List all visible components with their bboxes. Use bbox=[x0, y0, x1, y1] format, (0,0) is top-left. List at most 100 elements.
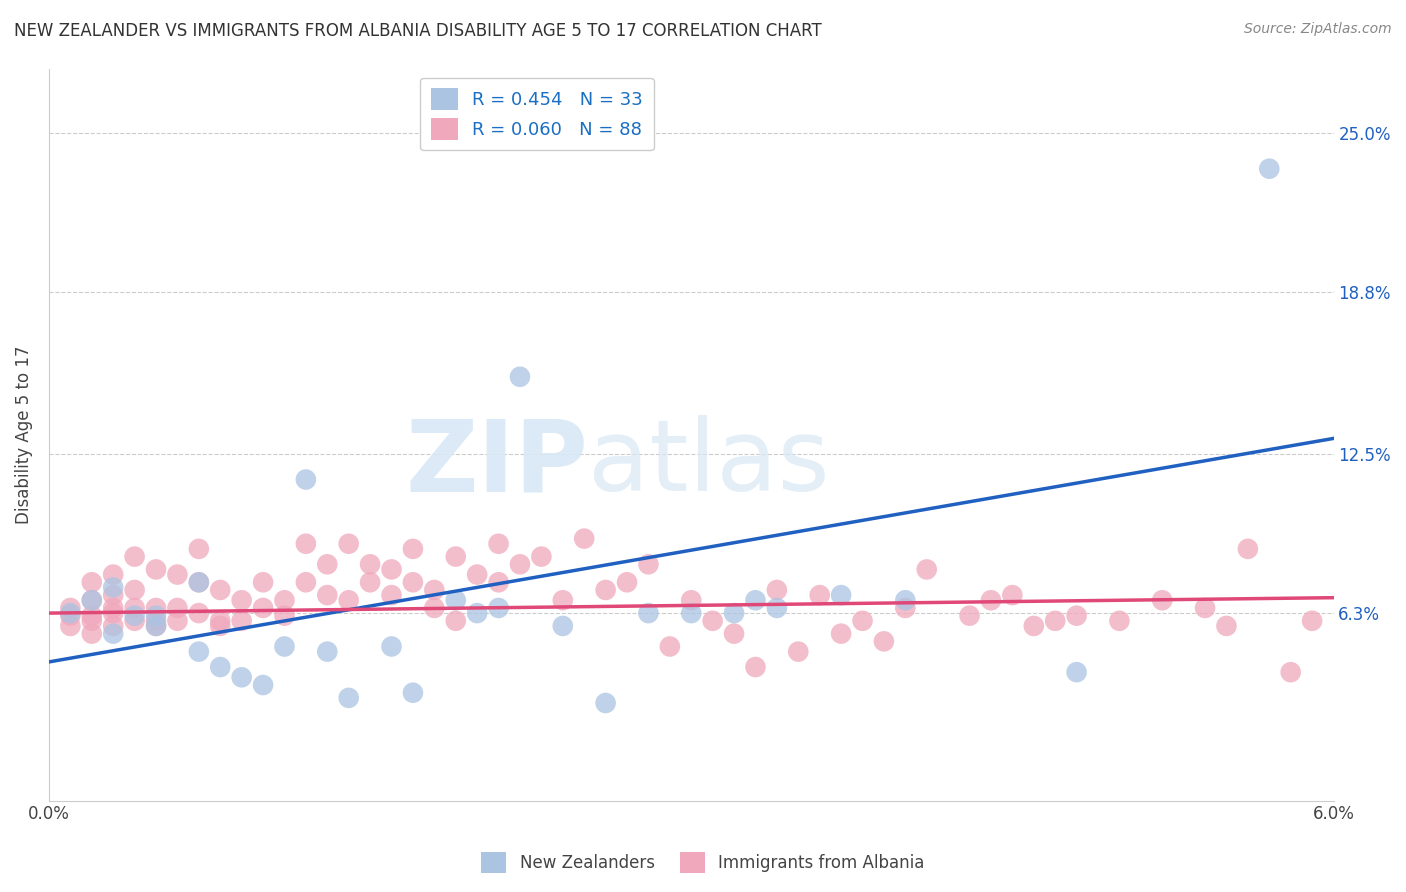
Point bbox=[337, 537, 360, 551]
Point bbox=[1108, 614, 1130, 628]
Point bbox=[423, 601, 446, 615]
Point bbox=[316, 645, 339, 659]
Point bbox=[658, 640, 681, 654]
Text: Source: ZipAtlas.com: Source: ZipAtlas.com bbox=[1244, 22, 1392, 37]
Point bbox=[124, 601, 146, 615]
Point bbox=[124, 549, 146, 564]
Point bbox=[637, 606, 659, 620]
Point bbox=[103, 619, 125, 633]
Point bbox=[124, 614, 146, 628]
Point bbox=[209, 582, 232, 597]
Point bbox=[1152, 593, 1174, 607]
Point bbox=[488, 537, 510, 551]
Point bbox=[103, 567, 125, 582]
Point bbox=[702, 614, 724, 628]
Legend: R = 0.454   N = 33, R = 0.060   N = 88: R = 0.454 N = 33, R = 0.060 N = 88 bbox=[420, 78, 654, 151]
Point bbox=[145, 619, 167, 633]
Point bbox=[509, 558, 531, 572]
Point bbox=[1022, 619, 1045, 633]
Point bbox=[808, 588, 831, 602]
Point bbox=[80, 593, 103, 607]
Point bbox=[1301, 614, 1323, 628]
Point bbox=[681, 593, 703, 607]
Point bbox=[166, 601, 188, 615]
Point bbox=[380, 562, 402, 576]
Point bbox=[766, 601, 789, 615]
Point bbox=[209, 660, 232, 674]
Point bbox=[616, 575, 638, 590]
Point bbox=[980, 593, 1002, 607]
Point bbox=[166, 614, 188, 628]
Point bbox=[1066, 665, 1088, 680]
Point bbox=[231, 593, 253, 607]
Point bbox=[551, 619, 574, 633]
Point bbox=[145, 601, 167, 615]
Point bbox=[723, 626, 745, 640]
Point bbox=[80, 575, 103, 590]
Point bbox=[1194, 601, 1216, 615]
Point bbox=[465, 606, 488, 620]
Point bbox=[80, 608, 103, 623]
Point bbox=[103, 581, 125, 595]
Point bbox=[530, 549, 553, 564]
Text: atlas: atlas bbox=[589, 416, 830, 512]
Point bbox=[723, 606, 745, 620]
Point bbox=[681, 606, 703, 620]
Point bbox=[252, 678, 274, 692]
Point bbox=[637, 558, 659, 572]
Point bbox=[959, 608, 981, 623]
Point bbox=[402, 686, 425, 700]
Point bbox=[444, 549, 467, 564]
Point bbox=[103, 626, 125, 640]
Point bbox=[166, 567, 188, 582]
Point bbox=[295, 537, 318, 551]
Point bbox=[59, 608, 82, 623]
Point bbox=[124, 608, 146, 623]
Point bbox=[187, 575, 209, 590]
Point bbox=[209, 619, 232, 633]
Point bbox=[1043, 614, 1066, 628]
Point bbox=[59, 619, 82, 633]
Point bbox=[444, 614, 467, 628]
Legend: New Zealanders, Immigrants from Albania: New Zealanders, Immigrants from Albania bbox=[475, 846, 931, 880]
Point bbox=[145, 608, 167, 623]
Point bbox=[80, 593, 103, 607]
Point bbox=[252, 601, 274, 615]
Point bbox=[316, 588, 339, 602]
Point bbox=[488, 601, 510, 615]
Point bbox=[187, 575, 209, 590]
Point bbox=[231, 670, 253, 684]
Point bbox=[103, 606, 125, 620]
Point bbox=[359, 575, 381, 590]
Point bbox=[187, 606, 209, 620]
Point bbox=[59, 601, 82, 615]
Point bbox=[273, 593, 295, 607]
Point bbox=[744, 593, 766, 607]
Point bbox=[1237, 541, 1260, 556]
Point bbox=[359, 558, 381, 572]
Point bbox=[295, 575, 318, 590]
Point bbox=[252, 575, 274, 590]
Point bbox=[316, 558, 339, 572]
Text: NEW ZEALANDER VS IMMIGRANTS FROM ALBANIA DISABILITY AGE 5 TO 17 CORRELATION CHAR: NEW ZEALANDER VS IMMIGRANTS FROM ALBANIA… bbox=[14, 22, 823, 40]
Point bbox=[465, 567, 488, 582]
Point bbox=[1258, 161, 1281, 176]
Text: ZIP: ZIP bbox=[405, 416, 589, 512]
Point bbox=[894, 601, 917, 615]
Point bbox=[380, 640, 402, 654]
Point bbox=[80, 626, 103, 640]
Point bbox=[145, 614, 167, 628]
Point bbox=[551, 593, 574, 607]
Point bbox=[595, 582, 617, 597]
Point bbox=[187, 645, 209, 659]
Point bbox=[574, 532, 596, 546]
Point bbox=[1066, 608, 1088, 623]
Point bbox=[209, 614, 232, 628]
Y-axis label: Disability Age 5 to 17: Disability Age 5 to 17 bbox=[15, 345, 32, 524]
Point bbox=[595, 696, 617, 710]
Point bbox=[744, 660, 766, 674]
Point bbox=[231, 614, 253, 628]
Point bbox=[80, 614, 103, 628]
Point bbox=[295, 473, 318, 487]
Point bbox=[873, 634, 896, 648]
